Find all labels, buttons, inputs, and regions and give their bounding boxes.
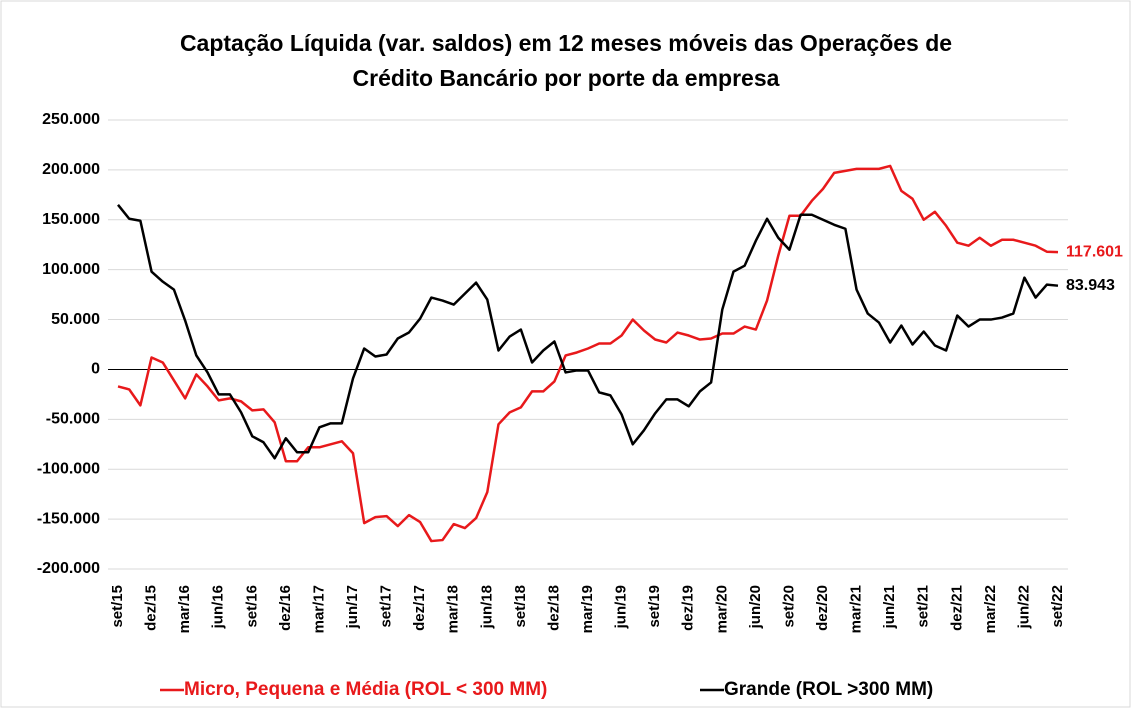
x-tick-label: mar/16 [176, 585, 193, 633]
y-tick-label: 50.000 [51, 311, 100, 328]
x-tick-label: mar/19 [579, 585, 596, 633]
x-tick-label: jun/20 [747, 585, 764, 629]
x-tick-label: jun/21 [881, 585, 898, 629]
x-tick-label: set/16 [243, 585, 260, 628]
x-tick-label: jun/16 [210, 585, 227, 629]
x-tick-label: mar/20 [713, 585, 730, 633]
legend-label: Micro, Pequena e Média (ROL < 300 MM) [184, 679, 547, 700]
end-label: 83.943 [1066, 277, 1115, 294]
legend-label: Grande (ROL >300 MM) [724, 679, 933, 700]
y-tick-label: -150.000 [37, 510, 100, 527]
x-tick-label: set/17 [378, 585, 395, 628]
x-tick-label: set/22 [1049, 585, 1066, 628]
x-tick-label: jun/17 [344, 585, 361, 629]
x-tick-label: set/15 [109, 585, 126, 628]
x-tick-label: dez/19 [680, 585, 697, 631]
chart-title: Captação Líquida (var. saldos) em 12 mes… [180, 30, 952, 56]
y-tick-label: -200.000 [37, 560, 100, 577]
x-tick-label: set/18 [512, 585, 529, 628]
end-label: 117.601 [1066, 243, 1123, 260]
x-tick-label: dez/21 [948, 585, 965, 631]
x-tick-label: jun/19 [613, 585, 630, 629]
y-tick-label: 100.000 [42, 261, 100, 278]
x-tick-label: jun/22 [1015, 585, 1032, 629]
x-tick-label: dez/17 [411, 585, 428, 631]
series-line [117, 164, 1059, 543]
series-line [117, 204, 1059, 460]
x-tick-label: mar/22 [982, 585, 999, 633]
chart-title: Crédito Bancário por porte da empresa [353, 65, 780, 91]
x-tick-label: dez/15 [143, 585, 160, 631]
x-tick-label: jun/18 [478, 585, 495, 629]
x-tick-label: mar/21 [848, 585, 865, 633]
x-tick-label: set/21 [915, 585, 932, 628]
x-tick-label: set/20 [780, 585, 797, 628]
x-tick-label: dez/18 [545, 585, 562, 631]
x-tick-label: mar/18 [445, 585, 462, 633]
y-tick-label: 150.000 [42, 211, 100, 228]
y-tick-label: 250.000 [42, 111, 100, 128]
y-tick-label: -50.000 [46, 411, 100, 428]
x-tick-label: mar/17 [310, 585, 327, 633]
y-tick-label: 200.000 [42, 161, 100, 178]
y-tick-label: -100.000 [37, 460, 100, 477]
x-tick-label: dez/16 [277, 585, 294, 631]
y-tick-label: 0 [91, 361, 100, 378]
x-tick-label: set/19 [646, 585, 663, 628]
x-tick-label: dez/20 [814, 585, 831, 631]
